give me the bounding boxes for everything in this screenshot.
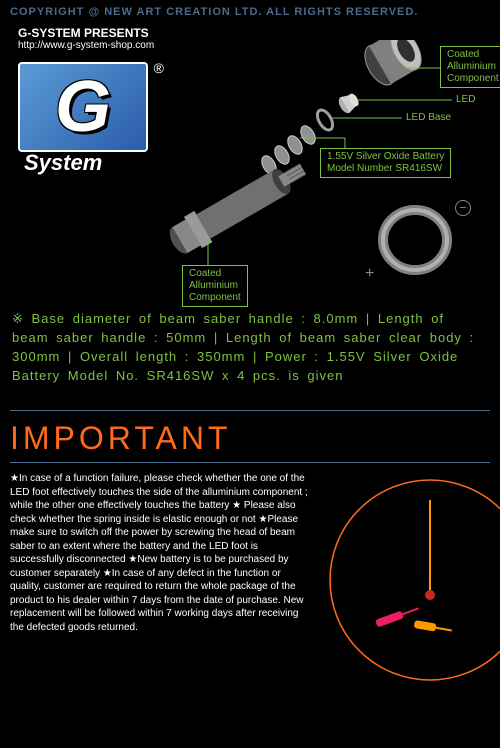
label-led: LED <box>456 94 475 105</box>
logo-letter: G <box>55 71 111 143</box>
important-notes: ★In case of a function failure, please c… <box>10 472 310 634</box>
specifications: ※ Base diameter of beam saber handle : 8… <box>12 310 488 385</box>
important-heading: IMPORTANT <box>10 420 231 457</box>
label-coated-top: CoatedAlluminiumComponent <box>440 46 500 88</box>
detail-diagram <box>320 470 500 690</box>
divider-bottom <box>10 462 490 463</box>
label-coated-bottom: CoatedAlluminiumComponent <box>182 265 248 307</box>
exploded-diagram: CoatedAlluminiumComponent LED LED Base 1… <box>150 40 490 300</box>
divider-top <box>10 410 490 411</box>
presenter-text: G-SYSTEM PRESENTS <box>0 24 500 40</box>
copyright-text: COPYRIGHT @ NEW ART CREATION LTD. ALL RI… <box>0 0 500 24</box>
logo-subtext: System <box>18 150 158 176</box>
label-battery: 1.55V Silver Oxide BatteryModel Number S… <box>320 148 451 178</box>
logo-box: G ® <box>18 62 148 152</box>
logo: G ® System <box>18 62 158 172</box>
detail-svg <box>320 470 500 690</box>
minus-icon: − <box>455 200 471 216</box>
plus-icon: + <box>365 265 374 283</box>
label-led-base: LED Base <box>406 112 451 123</box>
